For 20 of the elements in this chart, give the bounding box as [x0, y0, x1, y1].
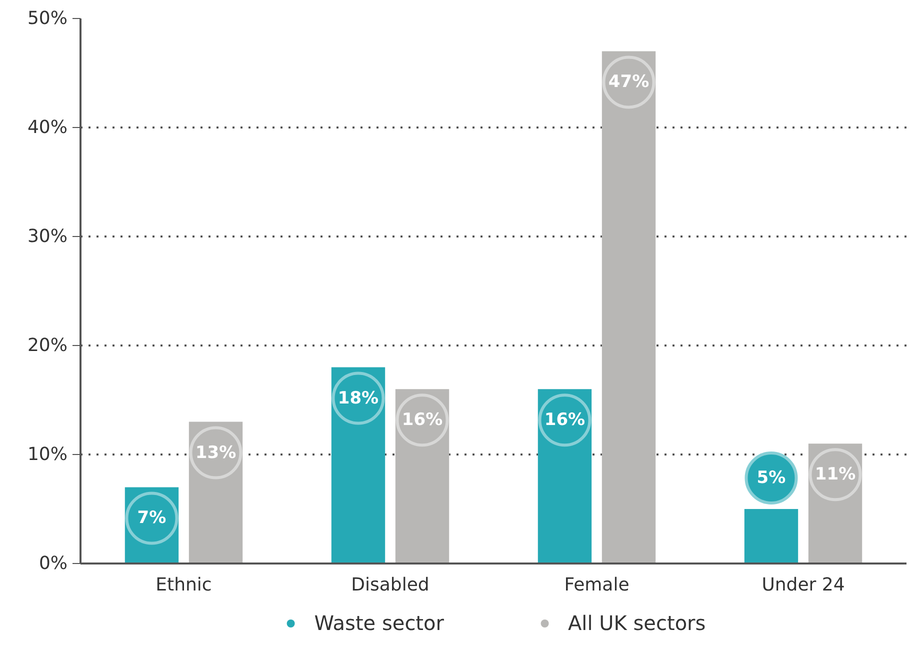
y-tick-label: 20%	[27, 335, 68, 356]
y-tick-label: 30%	[27, 226, 68, 247]
x-tick-label: Disabled	[351, 574, 430, 596]
x-tick-label: Female	[564, 574, 630, 596]
y-tick-label: 10%	[27, 444, 68, 465]
data-label: 18%	[338, 388, 379, 408]
x-tick-label: Under 24	[762, 574, 845, 596]
data-label: 5%	[756, 468, 786, 488]
legend-label: All UK sectors	[568, 611, 706, 635]
legend-label: Waste sector	[314, 611, 444, 635]
data-label: 11%	[814, 464, 856, 485]
data-label: 16%	[402, 410, 443, 430]
data-label: 16%	[544, 410, 586, 430]
data-label: 7%	[137, 508, 166, 528]
y-tick-label: 40%	[27, 117, 68, 138]
y-tick-label: 50%	[27, 8, 68, 29]
y-tick-label: 0%	[38, 553, 68, 574]
data-label: 13%	[195, 442, 236, 463]
data-label: 47%	[608, 72, 650, 92]
x-tick-label: Ethnic	[156, 574, 212, 596]
